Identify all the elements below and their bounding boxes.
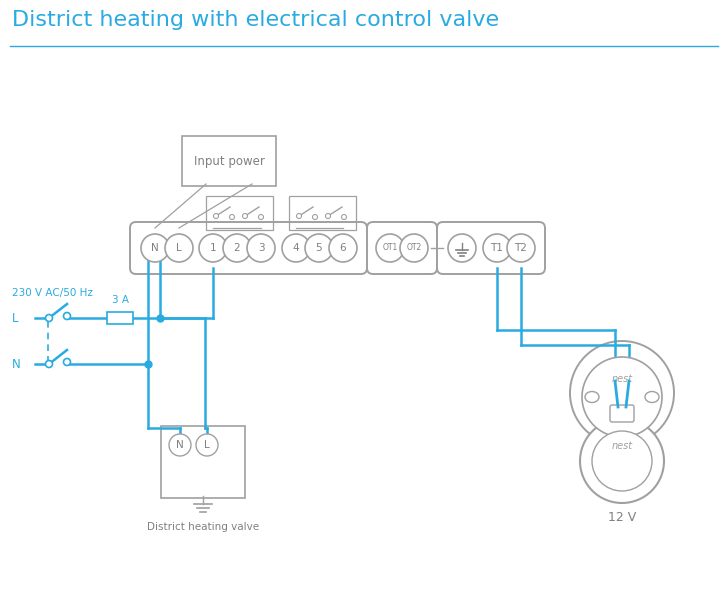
Text: 3 A: 3 A — [111, 295, 129, 305]
Text: 6: 6 — [340, 243, 347, 253]
Circle shape — [341, 214, 347, 220]
Circle shape — [376, 234, 404, 262]
Text: nest: nest — [612, 374, 633, 384]
Circle shape — [483, 234, 511, 262]
Text: 12 V: 12 V — [608, 511, 636, 524]
Circle shape — [400, 234, 428, 262]
FancyBboxPatch shape — [161, 426, 245, 498]
Text: L: L — [12, 311, 18, 324]
FancyBboxPatch shape — [130, 222, 367, 274]
Text: 3: 3 — [258, 243, 264, 253]
Ellipse shape — [645, 391, 659, 403]
Text: 4: 4 — [293, 243, 299, 253]
Circle shape — [570, 341, 674, 445]
Circle shape — [282, 234, 310, 262]
Circle shape — [242, 213, 248, 219]
Text: OT1: OT1 — [382, 244, 397, 252]
Text: Input power: Input power — [194, 154, 264, 168]
Text: District heating with electrical control valve: District heating with electrical control… — [12, 10, 499, 30]
Text: OT2: OT2 — [406, 244, 422, 252]
Circle shape — [196, 434, 218, 456]
Ellipse shape — [585, 391, 599, 403]
Circle shape — [312, 214, 317, 220]
Circle shape — [305, 234, 333, 262]
Circle shape — [329, 234, 357, 262]
FancyBboxPatch shape — [367, 222, 437, 274]
Circle shape — [507, 234, 535, 262]
Text: 1: 1 — [210, 243, 216, 253]
Circle shape — [213, 213, 218, 219]
FancyBboxPatch shape — [107, 312, 133, 324]
Circle shape — [165, 234, 193, 262]
Circle shape — [141, 234, 169, 262]
Circle shape — [247, 234, 275, 262]
Text: T2: T2 — [515, 243, 528, 253]
Circle shape — [582, 357, 662, 437]
Circle shape — [199, 234, 227, 262]
Circle shape — [169, 434, 191, 456]
Text: 230 V AC/50 Hz: 230 V AC/50 Hz — [12, 288, 93, 298]
FancyBboxPatch shape — [437, 222, 545, 274]
Text: District heating valve: District heating valve — [147, 522, 259, 532]
Circle shape — [296, 213, 301, 219]
Circle shape — [45, 314, 52, 321]
Circle shape — [325, 213, 331, 219]
Circle shape — [229, 214, 234, 220]
Text: N: N — [176, 440, 184, 450]
Text: L: L — [204, 440, 210, 450]
Text: T1: T1 — [491, 243, 504, 253]
Text: N: N — [12, 358, 21, 371]
Circle shape — [448, 234, 476, 262]
Circle shape — [63, 312, 71, 320]
Circle shape — [580, 419, 664, 503]
Circle shape — [45, 361, 52, 368]
Text: 2: 2 — [234, 243, 240, 253]
FancyBboxPatch shape — [182, 136, 276, 186]
Text: L: L — [176, 243, 182, 253]
Circle shape — [223, 234, 251, 262]
Text: 5: 5 — [316, 243, 323, 253]
Circle shape — [63, 359, 71, 365]
Text: nest: nest — [612, 441, 633, 451]
FancyBboxPatch shape — [610, 405, 634, 422]
Circle shape — [592, 431, 652, 491]
Circle shape — [258, 214, 264, 220]
Text: N: N — [151, 243, 159, 253]
